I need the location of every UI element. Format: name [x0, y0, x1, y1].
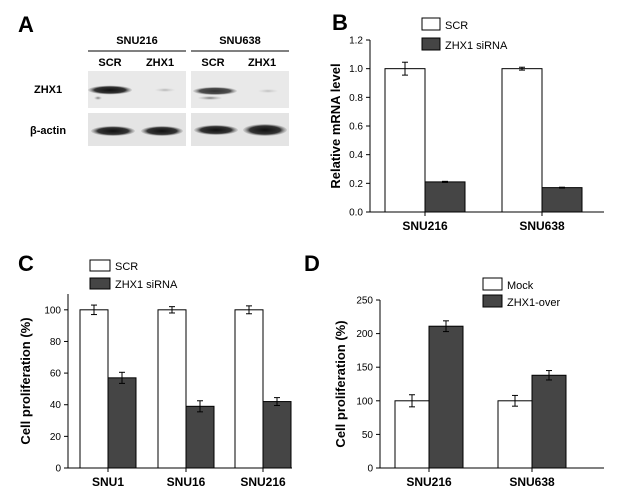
blot-band-zhx1-scr-1-minor: [94, 96, 102, 100]
bar-control-snu216: [384, 68, 426, 213]
blot-band-zhx1-sirna-2: [258, 89, 278, 93]
blot-row-label-beta-actin: β-actin: [30, 125, 66, 137]
legend-label: ZHX1 siRNA: [115, 279, 178, 291]
category-label: SNU216: [406, 475, 452, 489]
y-tick-label: 20: [50, 432, 62, 443]
blot-band-actin-2: [141, 126, 183, 136]
y-tick-label: 200: [356, 329, 373, 340]
y-axis-title: Cell proliferation (%): [333, 320, 348, 447]
y-tick-label: 40: [50, 400, 62, 411]
blot-band-zhx1-scr-2-minor: [198, 96, 222, 100]
category-label: SNU216: [240, 475, 286, 489]
category-label: SNU638: [509, 475, 555, 489]
bar-treated-snu1: [107, 377, 137, 469]
blot-band-actin-4: [243, 124, 287, 136]
y-tick-label: 0.4: [349, 150, 363, 161]
legend-swatch: [482, 277, 503, 291]
blot-group-label-snu216: SNU216: [116, 35, 158, 47]
category-label: SNU1: [92, 475, 124, 489]
blot-band-zhx1-scr-1: [88, 85, 132, 95]
chart-panel-c: 0 20 40 60 80 100 SNU1 SNU16 SNU216 Cell prolifer…: [18, 259, 292, 489]
legend-label: ZHX1 siRNA: [445, 40, 508, 52]
y-tick-label: 100: [44, 305, 61, 316]
blot-band-zhx1-scr-2: [193, 87, 237, 95]
blot-group-label-snu638: SNU638: [219, 35, 261, 47]
blot-row-label-zhx1: ZHX1: [34, 84, 62, 96]
panel-a: A SNU216 SNU638 SCR ZHX1 SCR ZHX1 ZHX1 β…: [18, 12, 289, 146]
legend-swatch: [421, 17, 441, 31]
legend-swatch: [421, 37, 441, 51]
bar-control-snu216: [234, 309, 264, 469]
blot-lane-label-zhx1-2: ZHX1: [248, 57, 276, 69]
blot-band-zhx1-sirna-1: [155, 88, 175, 92]
y-tick-label: 0.2: [349, 179, 363, 190]
y-tick-label: 0.8: [349, 93, 363, 104]
chart-panel-b: 0.0 0.2 0.4 0.6 0.8 1.0 1.2 SNU216 SNU638 Relativ…: [328, 17, 604, 233]
bar-treated-snu16: [185, 405, 215, 469]
legend-label: ZHX1-over: [507, 297, 561, 309]
blot-band-actin-1: [91, 126, 135, 136]
panel-letter-c: C: [18, 251, 34, 276]
legend-swatch: [89, 277, 111, 290]
y-tick-label: 1.2: [349, 36, 363, 47]
y-tick-label: 0: [55, 464, 61, 475]
legend-label: SCR: [115, 261, 138, 273]
y-tick-label: 60: [50, 369, 62, 380]
legend-label: SCR: [445, 20, 468, 32]
panel-letter-b: B: [332, 10, 348, 35]
category-label: SNU216: [402, 219, 448, 233]
legend-swatch: [482, 294, 503, 308]
blot-lane-label-zhx1-1: ZHX1: [146, 57, 174, 69]
bar-treated-snu216: [428, 325, 464, 469]
y-tick-label: 0.6: [349, 122, 363, 133]
y-tick-label: 150: [356, 363, 373, 374]
y-tick-label: 100: [356, 396, 373, 407]
bar-treated-snu216: [262, 401, 292, 469]
y-tick-label: 50: [362, 430, 374, 441]
chart-panel-d: 0 50 100 150 200 250 SNU216 SNU638 Cell prolifer…: [333, 277, 604, 489]
blot-lane-label-scr-1: SCR: [98, 57, 121, 69]
legend-swatch: [89, 259, 111, 272]
y-axis-title: Relative mRNA level: [328, 63, 343, 188]
bar-control-snu1: [79, 309, 109, 469]
bar-treated-snu638: [531, 374, 567, 469]
bar-treated-snu638: [541, 187, 583, 213]
y-axis-title: Cell proliferation (%): [18, 317, 33, 444]
bar-control-snu638: [497, 400, 533, 469]
category-label: SNU638: [519, 219, 565, 233]
y-tick-label: 1.0: [349, 64, 363, 75]
y-tick-label: 80: [50, 337, 62, 348]
category-label: SNU16: [167, 475, 206, 489]
panel-letter-a: A: [18, 12, 34, 37]
bar-control-snu16: [157, 309, 187, 469]
blot-band-actin-3: [194, 125, 238, 135]
bar-control-snu216: [394, 400, 430, 469]
legend-label: Mock: [507, 280, 534, 292]
y-tick-label: 0.0: [349, 208, 363, 219]
y-tick-label: 0: [367, 464, 373, 475]
y-tick-label: 250: [356, 296, 373, 307]
bar-treated-snu216: [424, 181, 466, 213]
bar-control-snu638: [501, 68, 543, 213]
blot-lane-label-scr-2: SCR: [201, 57, 224, 69]
panel-letter-d: D: [304, 251, 320, 276]
